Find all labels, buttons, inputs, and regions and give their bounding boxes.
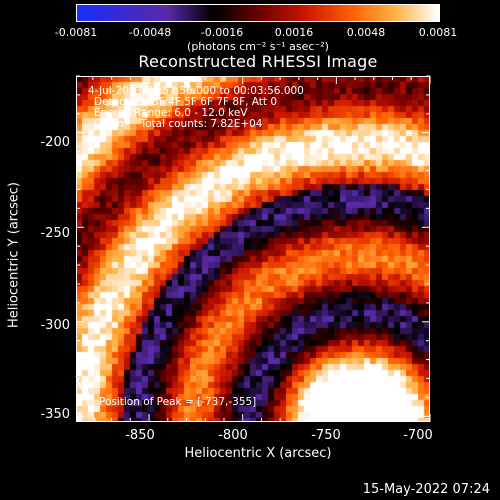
y-tick-label: -300 [40, 318, 70, 333]
y-tick-label: -350 [40, 407, 70, 422]
colorbar-tick-label: 0.0081 [418, 26, 458, 39]
footer-date: 15-May-2022 07:24 [362, 482, 490, 497]
annotation-peak-position: Position of Peak = [-737,-355] [99, 396, 257, 408]
y-axis-label: Heliocentric Y (arcsec) [6, 182, 22, 328]
x-tick-label: -850 [125, 428, 155, 443]
x-axis-label: Heliocentric X (arcsec) [184, 446, 332, 461]
colorbar [76, 4, 440, 22]
colorbar-tick-label: 0.0048 [346, 26, 386, 39]
y-tick-label: -250 [40, 226, 70, 241]
annotation-energy-range: Energy Range: 6.0 - 12.0 keV [94, 107, 248, 119]
colorbar-units: (photons cm⁻² s⁻¹ asec⁻²) [187, 40, 329, 53]
x-tick-label: -800 [218, 428, 248, 443]
y-tick-label: -200 [40, 135, 70, 150]
annotation-clean-counts: Clean Total counts: 7.82E+04 [94, 118, 263, 130]
annotation-time-range: 4-Jul-2013 23:57:56.000 to 00:03:56.000 [88, 85, 304, 97]
annotation-detectors: Detectors: 3F 4F 5F 6F 7F 8F, Att 0 [94, 96, 278, 108]
colorbar-tick-label: -0.0081 [54, 26, 98, 39]
x-tick-label: -750 [311, 428, 341, 443]
heatmap-image [76, 76, 430, 422]
chart-title: Reconstructed RHESSI Image [138, 52, 378, 71]
x-tick-label: -700 [403, 428, 433, 443]
colorbar-tick-label: 0.0016 [274, 26, 314, 39]
colorbar-tick-label: -0.0016 [200, 26, 244, 39]
colorbar-tick-label: -0.0048 [128, 26, 172, 39]
